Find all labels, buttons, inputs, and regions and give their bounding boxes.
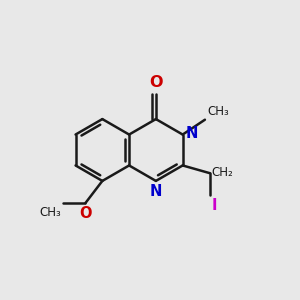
Text: CH₃: CH₃ — [207, 105, 229, 118]
Text: I: I — [211, 198, 217, 213]
Text: N: N — [150, 184, 162, 200]
Text: O: O — [79, 206, 92, 220]
Text: CH₂: CH₂ — [211, 166, 233, 179]
Text: O: O — [149, 75, 163, 90]
Text: CH₃: CH₃ — [40, 206, 62, 218]
Text: N: N — [186, 126, 198, 141]
